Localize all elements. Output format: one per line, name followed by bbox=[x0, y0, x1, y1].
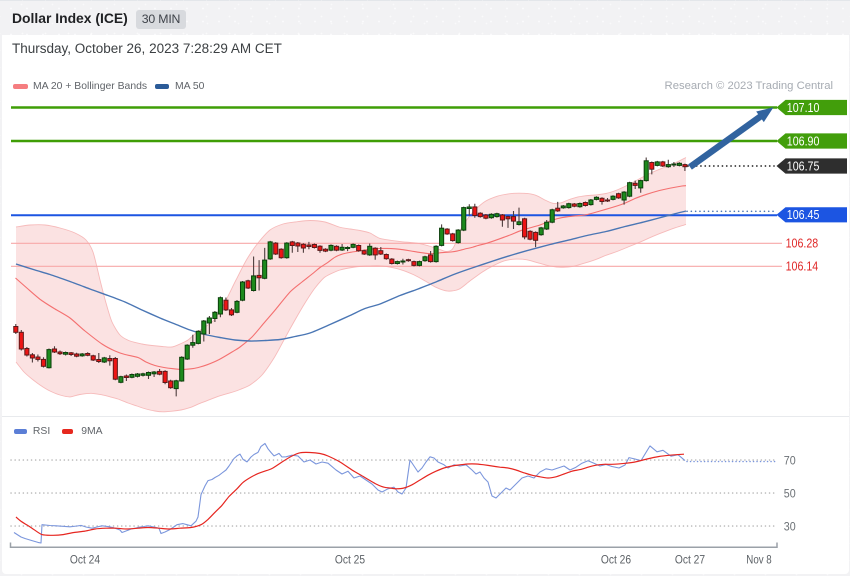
svg-text:Nov 8: Nov 8 bbox=[746, 553, 771, 567]
svg-text:30: 30 bbox=[784, 519, 796, 533]
svg-text:106.28: 106.28 bbox=[786, 236, 819, 250]
svg-text:50: 50 bbox=[784, 486, 796, 500]
svg-text:106.90: 106.90 bbox=[787, 134, 820, 148]
svg-text:107.10: 107.10 bbox=[787, 101, 820, 115]
svg-text:Oct 25: Oct 25 bbox=[335, 553, 365, 567]
svg-text:Oct 26: Oct 26 bbox=[601, 553, 631, 567]
svg-text:106.45: 106.45 bbox=[787, 208, 820, 222]
svg-text:106.14: 106.14 bbox=[786, 259, 819, 273]
svg-text:Oct 24: Oct 24 bbox=[70, 553, 100, 567]
svg-text:Oct 27: Oct 27 bbox=[675, 553, 705, 567]
svg-text:106.75: 106.75 bbox=[787, 159, 820, 173]
svg-text:70: 70 bbox=[784, 453, 796, 467]
